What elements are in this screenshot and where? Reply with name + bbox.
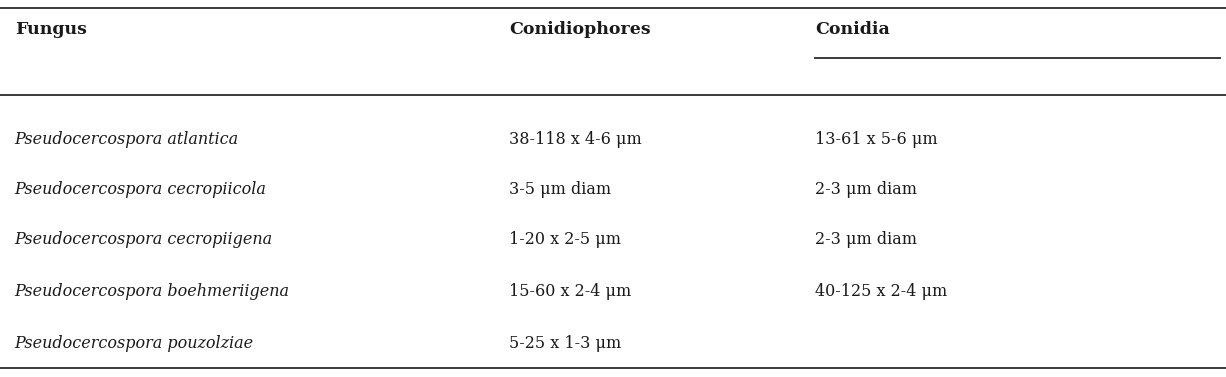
- Text: 1-20 x 2-5 μm: 1-20 x 2-5 μm: [509, 231, 620, 248]
- Text: Pseudocercospora atlantica: Pseudocercospora atlantica: [15, 132, 239, 149]
- Text: Pseudocercospora boehmeriigena: Pseudocercospora boehmeriigena: [15, 284, 289, 300]
- Text: 2-3 μm diam: 2-3 μm diam: [815, 181, 917, 199]
- Text: Pseudocercospora cecropiicola: Pseudocercospora cecropiicola: [15, 181, 266, 199]
- Text: Pseudocercospora pouzolziae: Pseudocercospora pouzolziae: [15, 336, 254, 352]
- Text: 3-5 μm diam: 3-5 μm diam: [509, 181, 611, 199]
- Text: 2-3 μm diam: 2-3 μm diam: [815, 231, 917, 248]
- Text: 40-125 x 2-4 μm: 40-125 x 2-4 μm: [815, 284, 948, 300]
- Text: Conidiophores: Conidiophores: [509, 21, 651, 38]
- Text: Conidia: Conidia: [815, 21, 890, 38]
- Text: 13-61 x 5-6 μm: 13-61 x 5-6 μm: [815, 132, 938, 149]
- Text: 5-25 x 1-3 μm: 5-25 x 1-3 μm: [509, 336, 622, 352]
- Text: 15-60 x 2-4 μm: 15-60 x 2-4 μm: [509, 284, 631, 300]
- Text: Pseudocercospora cecropiigena: Pseudocercospora cecropiigena: [15, 231, 273, 248]
- Text: Fungus: Fungus: [15, 21, 87, 38]
- Text: 38-118 x 4-6 μm: 38-118 x 4-6 μm: [509, 132, 641, 149]
